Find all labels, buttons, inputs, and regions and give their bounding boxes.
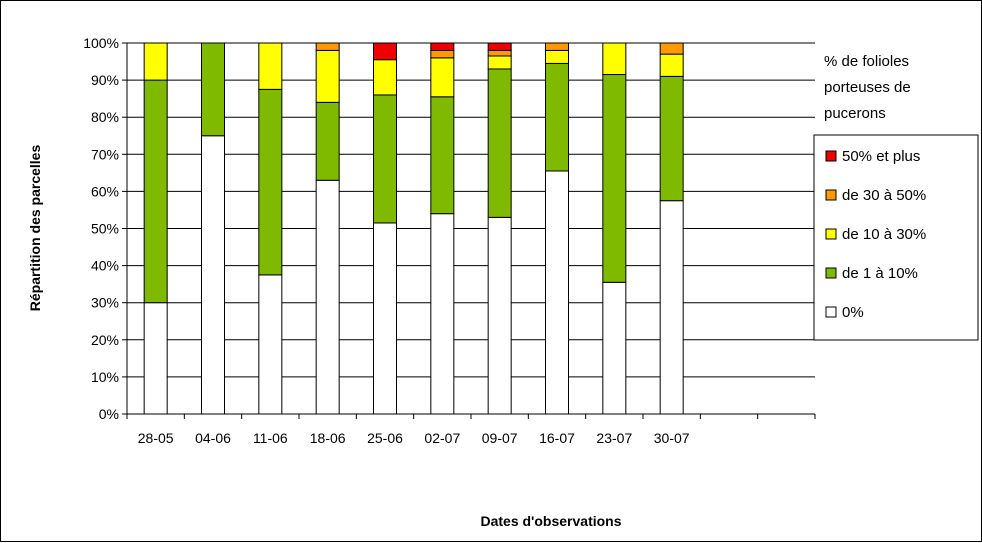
bar-segment xyxy=(545,62,569,172)
bar-segment xyxy=(487,216,512,415)
bar-segment xyxy=(315,179,340,415)
legend-swatch xyxy=(825,150,837,162)
bar-segment xyxy=(373,222,397,415)
y-axis-title: Répartition des parcelles xyxy=(27,145,43,312)
x-tick-label: 04-06 xyxy=(195,430,231,446)
legend-swatch xyxy=(825,306,837,318)
y-tick-label: 70% xyxy=(91,146,119,162)
x-tick-label: 11-06 xyxy=(253,430,288,446)
bar-segment xyxy=(258,274,283,415)
x-tick-label: 18-06 xyxy=(310,430,346,446)
bar-segment xyxy=(545,42,569,51)
bar-segment xyxy=(143,302,168,415)
bar-segment xyxy=(143,42,168,81)
legend-swatch xyxy=(825,189,837,201)
bar-segment xyxy=(545,170,569,415)
bar-segment xyxy=(487,55,512,70)
bar-segment xyxy=(602,42,627,76)
legend: % de folioles porteuses de pucerons 50% … xyxy=(813,53,979,341)
x-tick-label: 16-07 xyxy=(539,430,575,446)
bar-segment xyxy=(315,101,340,181)
legend-label: 0% xyxy=(842,304,864,321)
bar-segment xyxy=(315,49,340,103)
x-tick-label: 23-07 xyxy=(596,430,632,446)
y-tick-label: 80% xyxy=(91,109,119,125)
y-tick-label: 90% xyxy=(91,72,119,88)
y-tick-label: 50% xyxy=(91,221,119,237)
gridlines xyxy=(122,42,815,415)
legend-items: 50% et plus de 30 à 50% de 10 à 30% de 1 à … xyxy=(825,148,926,321)
bar-segment xyxy=(659,75,684,202)
x-tick-label: 02-07 xyxy=(424,430,460,446)
bar-segment xyxy=(487,68,512,218)
y-tick-label: 20% xyxy=(91,332,119,348)
bar-segment xyxy=(201,135,225,415)
bar-segment xyxy=(545,49,569,64)
x-tick-label: 25-06 xyxy=(367,430,403,446)
bar-segment xyxy=(373,59,397,96)
legend-swatch xyxy=(825,228,837,240)
x-tick-label: 09-07 xyxy=(482,430,518,446)
bar-segment xyxy=(659,200,684,415)
x-tick-labels: 28-05 04-06 11-06 18-06 25-06 02-07 09-07 16-07… xyxy=(138,430,690,446)
legend-label: de 10 à 30% xyxy=(842,226,926,243)
legend-box xyxy=(813,134,979,341)
bar-segment xyxy=(373,42,397,61)
x-tick-label: 30-07 xyxy=(654,430,690,446)
legend-swatch xyxy=(825,267,837,279)
y-tick-label: 0% xyxy=(99,406,119,422)
bar-segment xyxy=(430,49,455,59)
bar-segment xyxy=(201,42,225,137)
bar-segment xyxy=(315,42,340,51)
axes xyxy=(126,43,816,419)
legend-label: de 30 à 50% xyxy=(842,187,926,204)
bar-segment xyxy=(659,42,684,55)
x-tick-label: 28-05 xyxy=(138,430,174,446)
bar-segment xyxy=(659,53,684,77)
bar-segment xyxy=(143,79,168,304)
y-tick-label: 60% xyxy=(91,183,119,199)
bar-segment xyxy=(373,94,397,224)
y-tick-label: 100% xyxy=(83,35,119,51)
y-tick-labels: 0% 10% 20% 30% 40% 50% 60% 70% 80% 90% 100% xyxy=(83,35,119,422)
bar-segment xyxy=(430,42,455,51)
bar-segment xyxy=(430,96,455,215)
legend-title-line: % de folioles xyxy=(824,53,909,70)
legend-title-line: pucerons xyxy=(824,105,886,122)
bar-segment xyxy=(602,74,627,283)
bar-segment xyxy=(430,213,455,415)
legend-title-line: porteuses de xyxy=(824,79,911,96)
bar-segment xyxy=(602,281,627,415)
y-tick-label: 30% xyxy=(91,295,119,311)
bar-segment xyxy=(487,42,512,51)
legend-label: de 1 à 10% xyxy=(842,265,918,282)
bars xyxy=(143,42,684,415)
bar-segment xyxy=(258,42,283,90)
x-axis-title: Dates d'observations xyxy=(480,513,621,529)
y-tick-label: 40% xyxy=(91,258,119,274)
bar-segment xyxy=(258,88,283,276)
bar-segment xyxy=(430,57,455,98)
y-tick-label: 10% xyxy=(91,369,119,385)
bar-segment xyxy=(487,49,512,57)
legend-label: 50% et plus xyxy=(842,148,920,165)
